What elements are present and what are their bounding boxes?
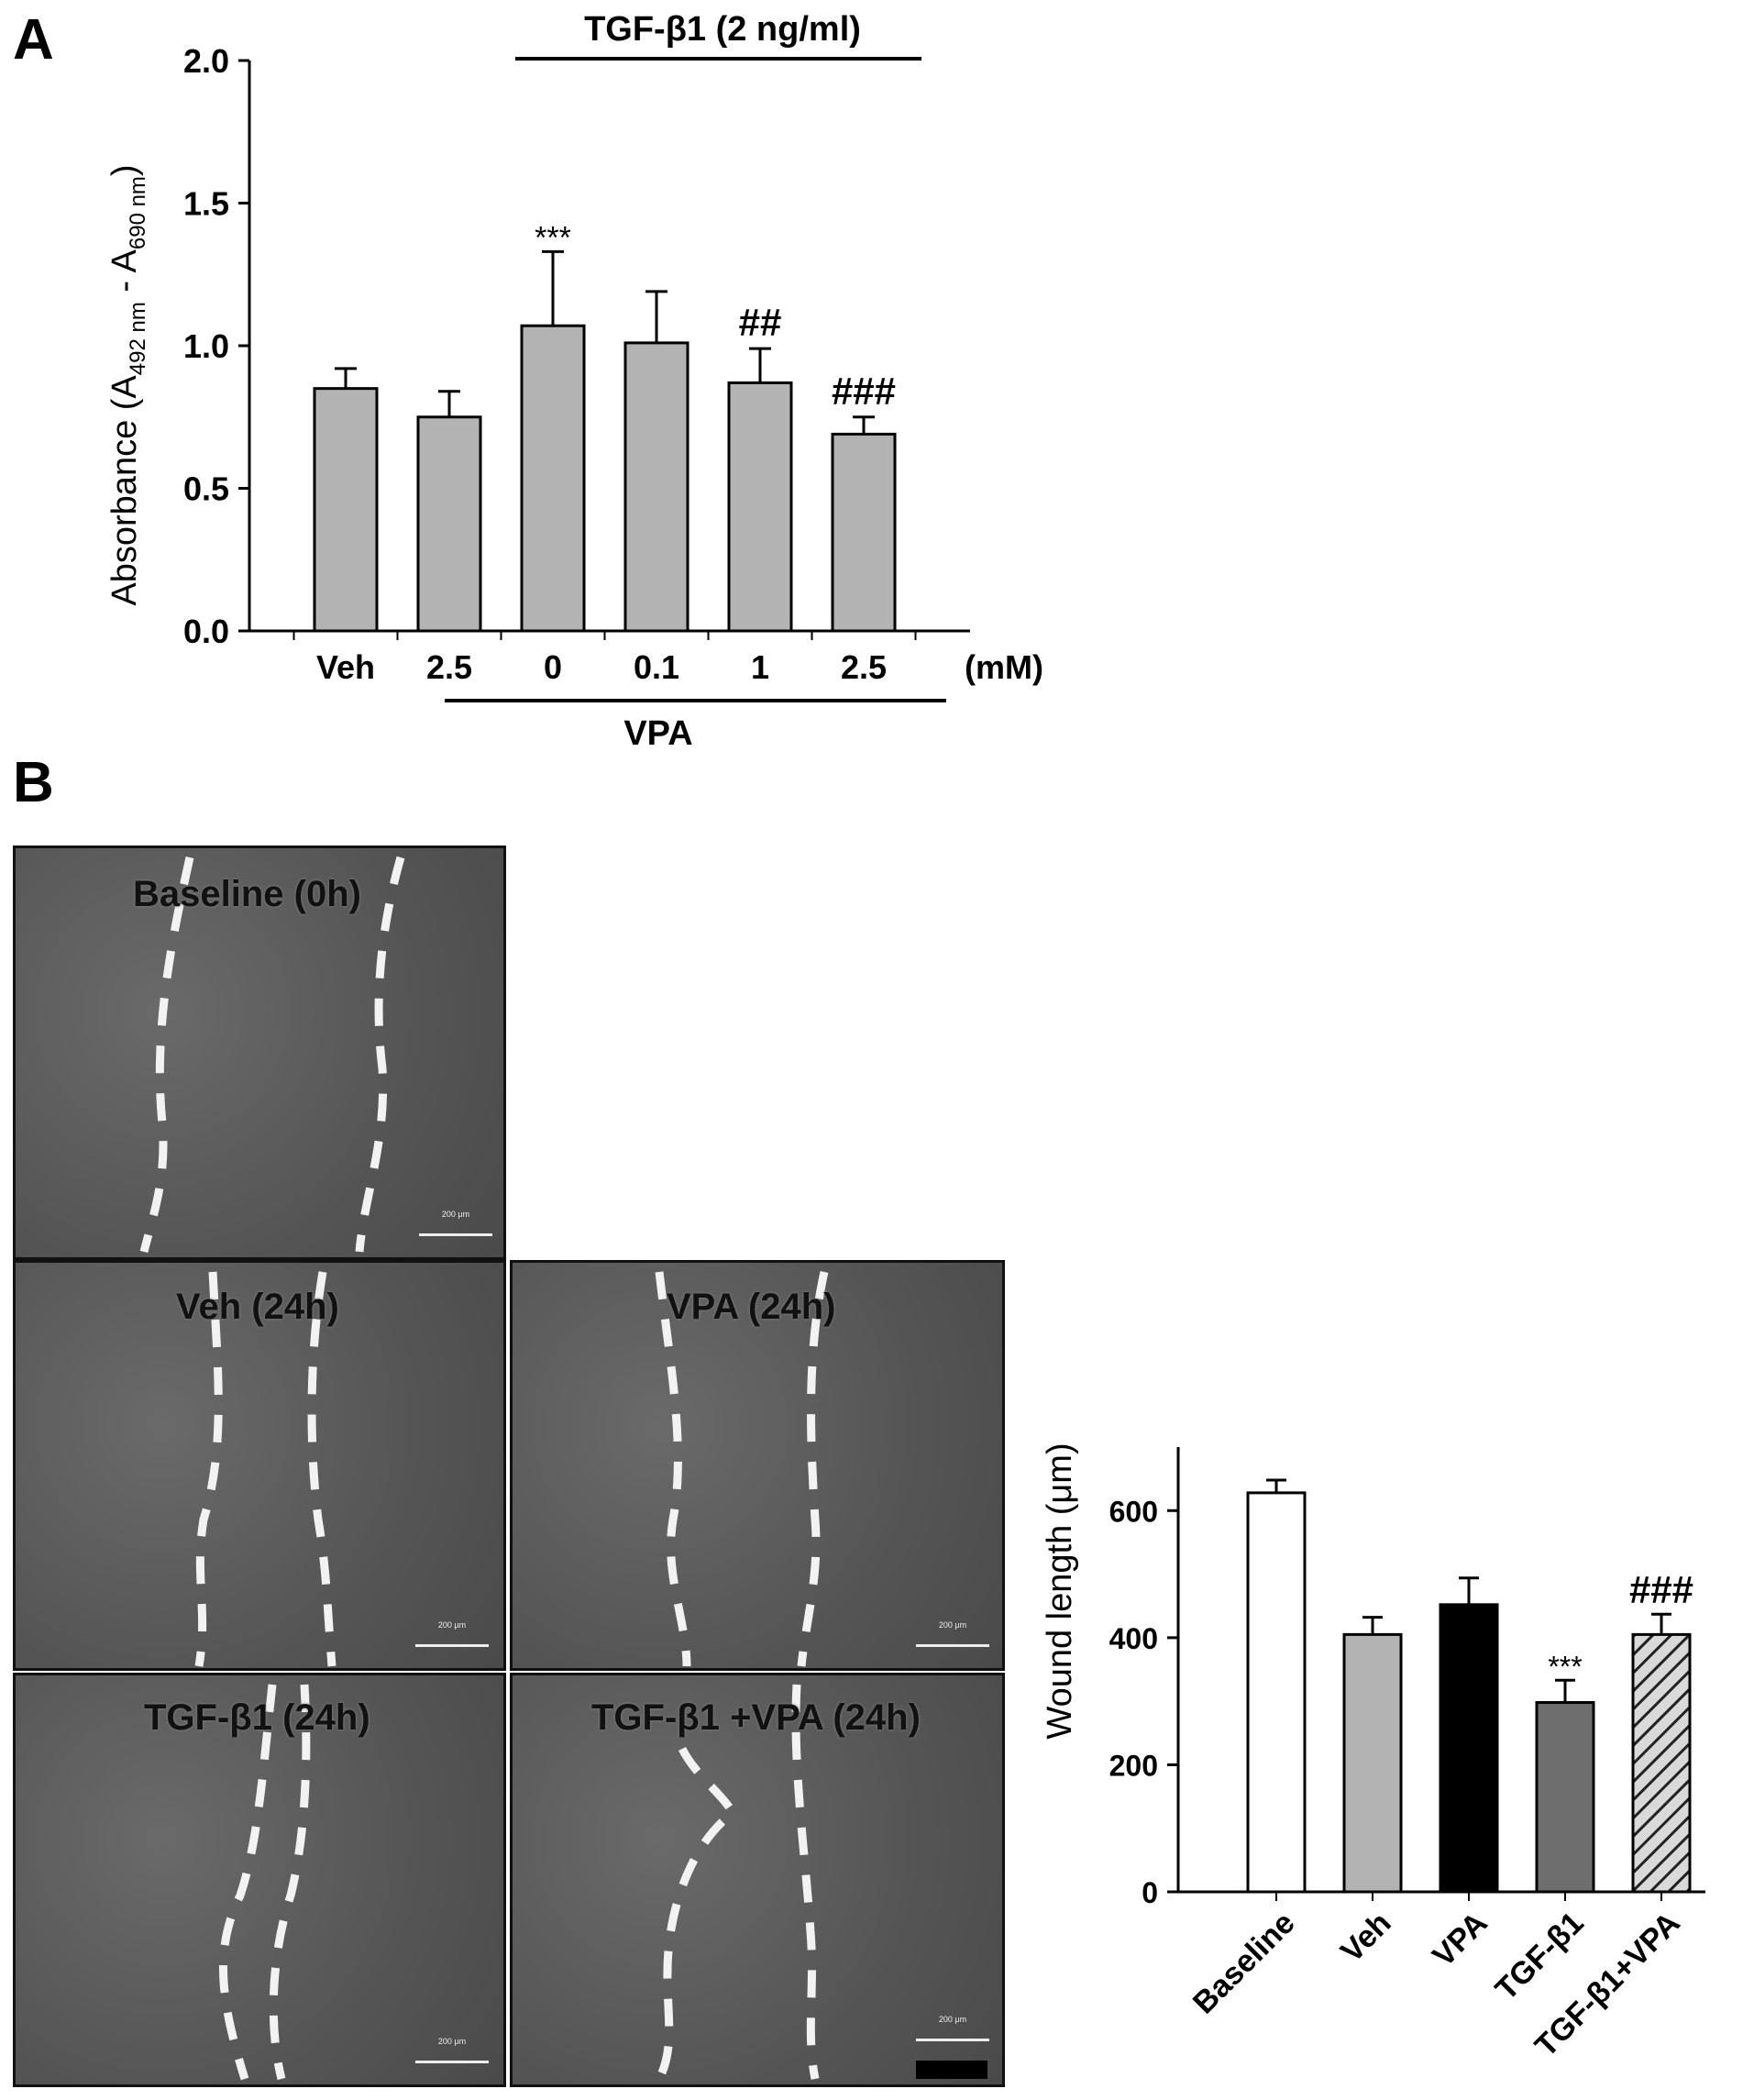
y-tick-label: 2.0 bbox=[183, 42, 229, 80]
y-axis-label: Absorbance (A492 nm - A690 nm) bbox=[105, 164, 150, 605]
micrograph-veh: Veh (24h) 200 μm bbox=[13, 1260, 506, 1671]
micrograph-label: Veh (24h) bbox=[176, 1287, 339, 1327]
significance-annotation: *** bbox=[535, 220, 571, 255]
significance-annotation: ### bbox=[1629, 1568, 1693, 1611]
wound-edge-lines bbox=[655, 1684, 820, 2082]
bar bbox=[1631, 1632, 1692, 1894]
panel-label-a: A bbox=[13, 8, 54, 72]
scale-bar: 200 μm bbox=[419, 1210, 492, 1236]
x-tick-label: 2.5 bbox=[841, 648, 887, 686]
x-tick-label: VPA bbox=[1426, 1906, 1495, 1974]
micrograph-baseline: Baseline (0h) 200 μm bbox=[13, 846, 506, 1260]
x-tick-label: TGF-β1 bbox=[1489, 1906, 1591, 2007]
y-tick-label: 200 bbox=[1109, 1749, 1158, 1782]
micrograph-tgf-beta1-vpa: TGF-β1 +VPA (24h) 200 μm bbox=[510, 1673, 1005, 2087]
y-tick-label: 400 bbox=[1109, 1622, 1158, 1655]
y-tick-label: 600 bbox=[1109, 1495, 1158, 1528]
bar bbox=[1342, 1632, 1403, 1894]
scale-bar: 200 μm bbox=[415, 2037, 489, 2063]
wound-edge-lines bbox=[655, 1271, 829, 1667]
unit-label: (mM) bbox=[965, 648, 1043, 686]
bar bbox=[1246, 1491, 1307, 1894]
bar bbox=[520, 324, 586, 633]
bar bbox=[623, 341, 689, 633]
x-tick-label: 1 bbox=[751, 648, 769, 686]
scale-bar: 200 μm bbox=[916, 2015, 989, 2041]
y-tick-label: 0 bbox=[1142, 1876, 1158, 1909]
y-tick-label: 1.5 bbox=[183, 185, 229, 223]
micrograph-label: VPA (24h) bbox=[667, 1287, 836, 1327]
bar bbox=[727, 381, 793, 633]
y-tick-label: 1.0 bbox=[183, 327, 229, 365]
bottom-bracket-label: VPA bbox=[623, 714, 692, 753]
black-scale-block bbox=[916, 2061, 987, 2079]
micrograph-tgf-beta1: TGF-β1 (24h) 200 μm bbox=[13, 1673, 506, 2087]
x-tick-label: 0.1 bbox=[634, 648, 679, 686]
x-tick-label: 2.5 bbox=[426, 648, 472, 686]
y-tick-label: 0.5 bbox=[183, 470, 229, 508]
wound-edge-lines bbox=[139, 856, 405, 1254]
micrograph-vpa: VPA (24h) 200 μm bbox=[510, 1260, 1005, 1671]
micrograph-label: TGF-β1 (24h) bbox=[144, 1697, 370, 1738]
micrograph-label: TGF-β1 +VPA (24h) bbox=[591, 1697, 921, 1738]
x-tick-label: 0 bbox=[544, 648, 562, 686]
significance-annotation: ## bbox=[739, 301, 782, 344]
scale-bar: 200 μm bbox=[916, 1620, 989, 1647]
top-bracket-label: TGF-β1 (2 ng/ml) bbox=[584, 10, 861, 49]
bar bbox=[416, 415, 482, 633]
bar bbox=[1439, 1603, 1499, 1894]
x-tick-label: TGF-β1+VPA bbox=[1528, 1906, 1687, 2064]
micrograph-label: Baseline (0h) bbox=[133, 874, 361, 914]
y-tick-label: 0.0 bbox=[183, 613, 229, 650]
bar bbox=[313, 387, 379, 633]
bar bbox=[1535, 1701, 1595, 1894]
wound-edge-lines bbox=[194, 1271, 336, 1667]
significance-annotation: ### bbox=[832, 370, 896, 413]
x-tick-label: Baseline bbox=[1186, 1906, 1302, 2021]
bar bbox=[831, 432, 897, 633]
significance-annotation: *** bbox=[1548, 1650, 1582, 1683]
x-tick-label: Veh bbox=[316, 648, 375, 686]
wound-edge-lines bbox=[219, 1684, 311, 2081]
panel-label-b: B bbox=[13, 751, 54, 814]
y-axis-label: Wound length (μm) bbox=[1041, 1442, 1079, 1739]
x-tick-label: Veh bbox=[1334, 1906, 1398, 1970]
scale-bar: 200 μm bbox=[415, 1620, 489, 1647]
absorbance-bar-chart: Absorbance (A492 nm - A690 nm) (mM) TGF-… bbox=[105, 10, 1043, 753]
